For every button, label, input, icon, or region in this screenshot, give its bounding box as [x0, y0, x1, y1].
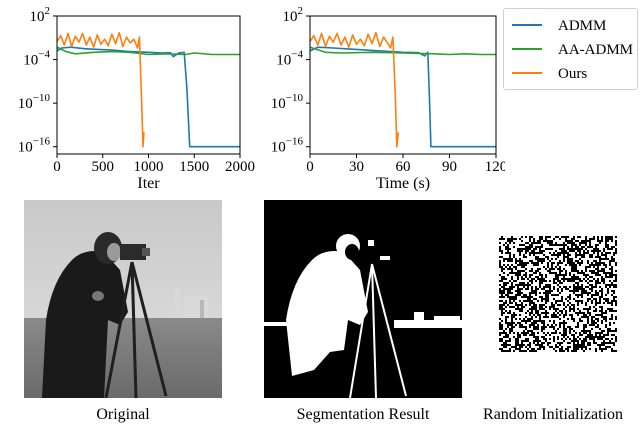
series-line-ours	[56, 31, 145, 148]
series-line-aa-admm	[56, 46, 240, 56]
x-tick-label: 0	[53, 159, 61, 175]
y-tick-label: 10−10	[18, 92, 51, 112]
legend-items: ADMM AA-ADMM Ours	[512, 18, 633, 82]
plot-area-time: 0 30 60 90 120 102 10−4 10−10 10−16 Time (s)	[271, 5, 505, 192]
chart-time: 0 30 60 90 120 102 10−4 10−10 10−16 Time (s)	[271, 5, 505, 192]
y-tick-label: 10−16	[18, 136, 51, 156]
series-line-aa-admm	[309, 46, 496, 56]
x-tick-label: 500	[92, 159, 115, 175]
segmentation-image	[264, 200, 462, 398]
x-axis-label: Iter	[137, 175, 160, 192]
y-tick-label: 102	[283, 5, 304, 25]
legend: ADMM AA-ADMM Ours	[503, 8, 638, 90]
series-line-admm	[56, 46, 240, 148]
x-tick-label: 90	[442, 159, 457, 175]
x-tick-label: 120	[485, 159, 505, 175]
caption-segmentation-result: Segmentation Result	[296, 406, 430, 423]
caption-random-initialization: Random Initialization	[483, 406, 623, 423]
plot-area-iter: 0 500 1000 1500 2000 102 10−4 10−10 10−16 Iter	[18, 5, 255, 192]
y-tick-label: 10−10	[271, 92, 304, 112]
y-tick-label: 10−4	[276, 49, 303, 69]
x-tick-label: 30	[349, 159, 364, 175]
chart-iter: 0 500 1000 1500 2000 102 10−4 10−10 10−16 Iter	[18, 5, 255, 192]
x-tick-label: 1000	[134, 159, 164, 175]
y-tick-label: 10−4	[23, 49, 50, 69]
noise-pixels	[499, 236, 617, 352]
y-tick-label: 102	[30, 5, 51, 25]
series-line-ours	[309, 31, 400, 148]
x-axis-label: Time (s)	[376, 175, 430, 192]
caption-original: Original	[96, 406, 150, 423]
random-initialization-image	[499, 236, 617, 352]
legend-label: AA-ADMM	[558, 42, 633, 58]
original-image	[24, 200, 222, 398]
legend-label: Ours	[558, 66, 587, 82]
x-tick-label: 2000	[225, 159, 255, 175]
x-tick-label: 60	[396, 159, 411, 175]
x-tick-label: 1500	[179, 159, 209, 175]
series-line-admm	[309, 46, 496, 148]
y-tick-label: 10−16	[271, 136, 304, 156]
x-tick-label: 0	[306, 159, 314, 175]
legend-label: ADMM	[558, 18, 606, 34]
